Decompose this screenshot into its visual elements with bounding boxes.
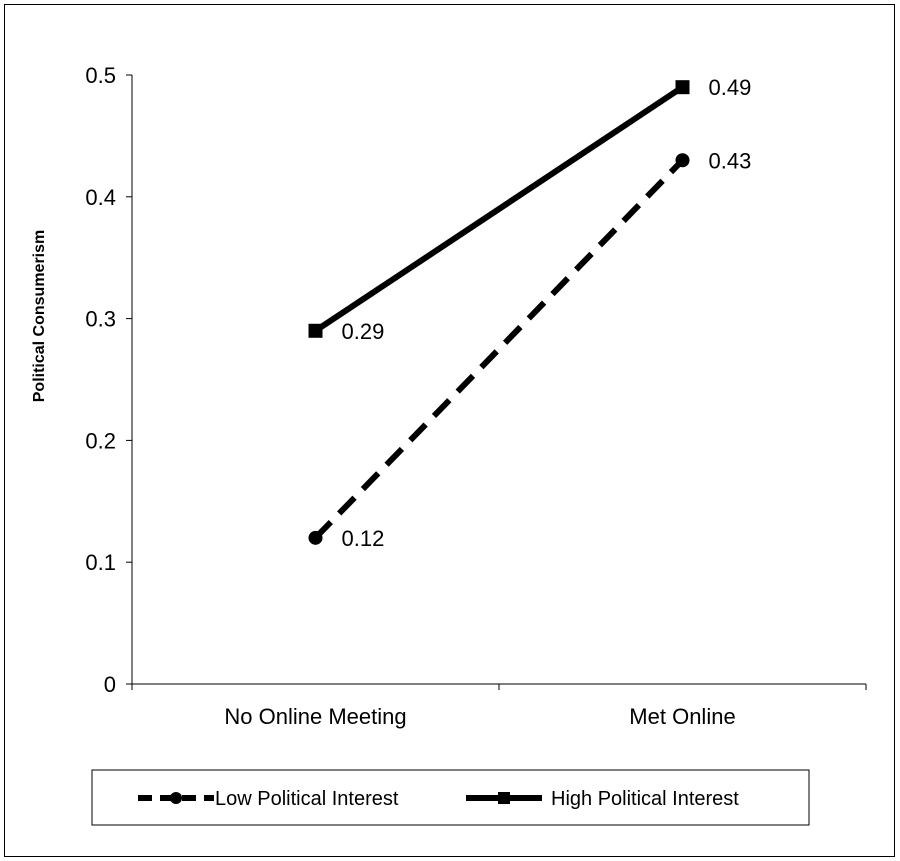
data-point bbox=[675, 80, 690, 95]
series-line bbox=[313, 84, 685, 334]
x-tick-label: No Online Meeting bbox=[224, 704, 406, 729]
axes bbox=[131, 75, 867, 690]
x-axis-labels: No Online Meeting Met Online bbox=[224, 704, 735, 729]
series-low-political-interest: 0.12 0.43 bbox=[308, 148, 752, 551]
y-axis-ticks: 0 0.1 0.2 0.3 0.4 0.5 bbox=[85, 63, 132, 697]
chart-frame bbox=[4, 4, 895, 857]
series-layer: 0.12 0.43 0.29 0.49 bbox=[308, 75, 752, 551]
legend-marker bbox=[498, 792, 510, 804]
data-point bbox=[675, 153, 690, 168]
series-high-political-interest: 0.29 0.49 bbox=[308, 75, 752, 344]
data-label: 0.43 bbox=[709, 148, 752, 173]
data-label: 0.49 bbox=[709, 75, 752, 100]
series-line bbox=[313, 158, 685, 540]
legend-marker bbox=[170, 792, 182, 804]
y-tick-label: 0 bbox=[104, 672, 116, 697]
legend: Low Political Interest High Political Int… bbox=[91, 769, 810, 826]
y-tick-label: 0.2 bbox=[85, 428, 116, 453]
data-label: 0.29 bbox=[342, 319, 385, 344]
y-tick-label: 0.5 bbox=[85, 63, 116, 88]
y-axis-title: Political Consumerism bbox=[31, 230, 48, 403]
x-tick-label: Met Online bbox=[629, 704, 735, 729]
y-tick-label: 0.1 bbox=[85, 550, 116, 575]
legend-label: High Political Interest bbox=[551, 788, 739, 810]
y-tick-label: 0.4 bbox=[85, 185, 116, 210]
data-label: 0.12 bbox=[342, 526, 385, 551]
data-point bbox=[308, 530, 323, 545]
y-tick-label: 0.3 bbox=[85, 307, 116, 332]
data-point bbox=[308, 323, 323, 338]
legend-label: Low Political Interest bbox=[215, 788, 399, 810]
